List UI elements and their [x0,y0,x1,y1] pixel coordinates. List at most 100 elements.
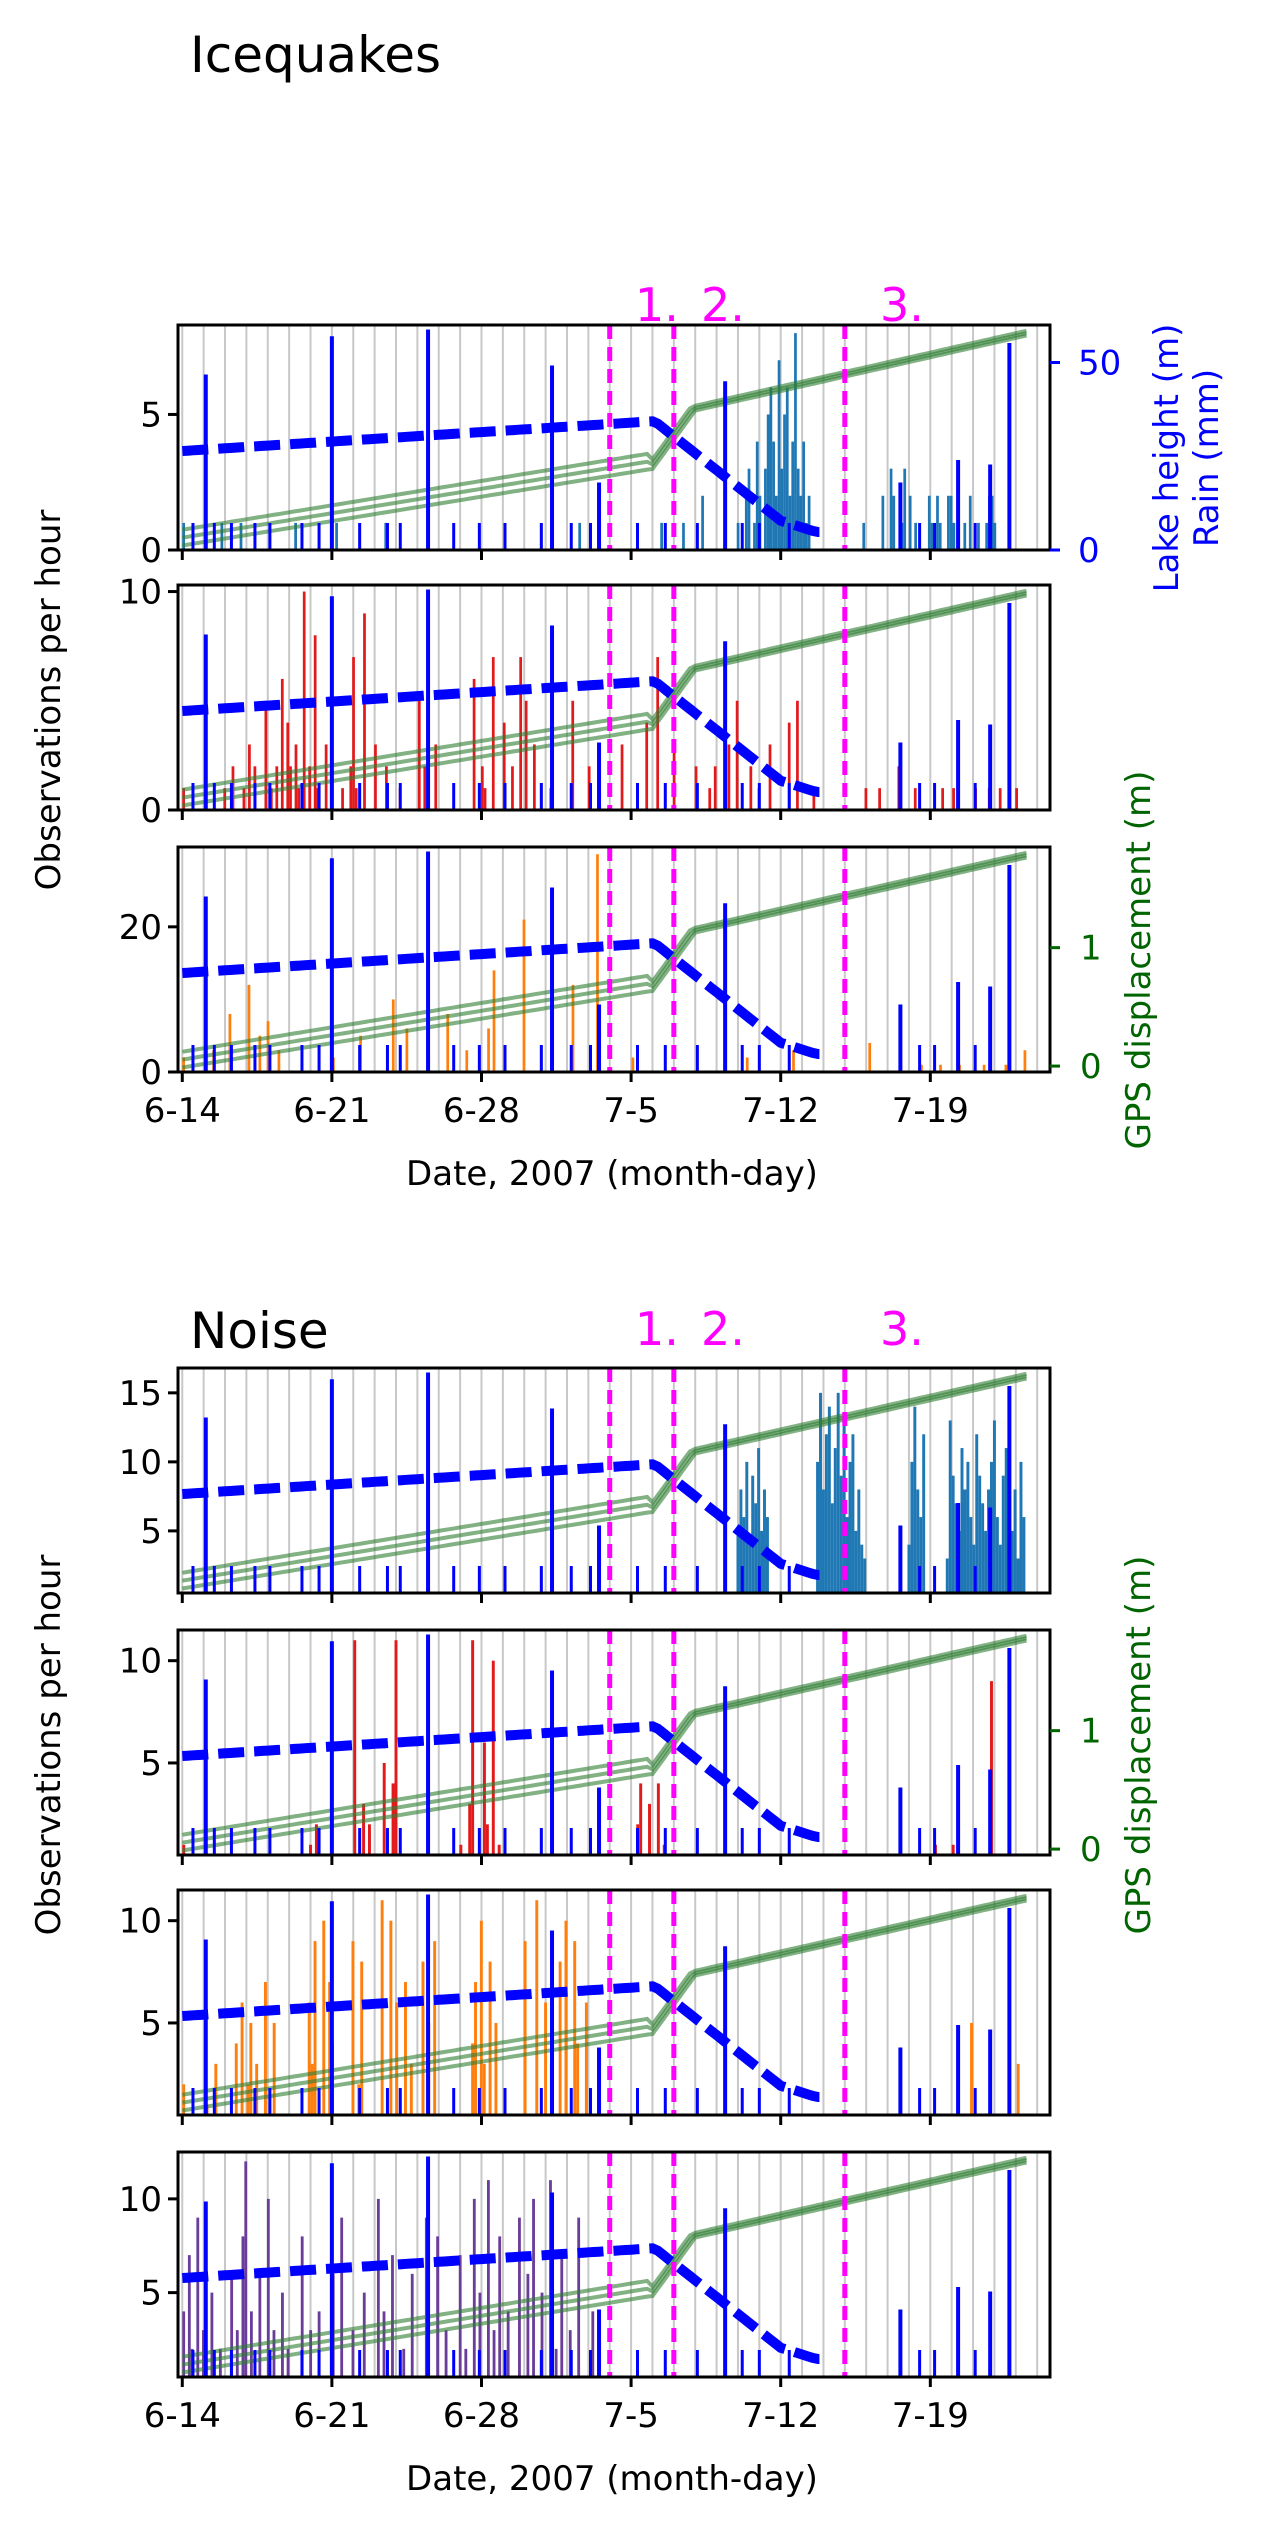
x-tick-label: 6-21 [293,1091,370,1131]
histogram-bar [362,1803,366,1855]
histogram-bar [404,1982,407,2115]
histogram-bar [468,1803,472,1855]
icequakes-panel-2: 0 10 [119,573,1052,831]
histogram-bar [482,2063,486,2115]
histogram-bar [524,700,528,810]
lake-level-line [182,1721,824,1842]
histogram-bar [941,788,945,810]
histogram-bar [314,1824,318,1855]
histogram-bar [187,2255,191,2377]
gps-trace-3 [181,1633,1027,1837]
rain-axis-label: Rain (mm) [1187,369,1227,547]
gps-trace-2 [182,1374,1027,1583]
histogram-bar [881,495,885,550]
histogram-bar [824,1434,828,1593]
histogram-bar [485,1824,489,1855]
histogram-bar [854,1530,858,1593]
histogram-bar [757,1448,761,1593]
histogram-bar [970,2022,973,2115]
histogram-bar [281,2292,284,2377]
lake-level-line [182,938,824,1059]
histogram-bar [913,788,917,810]
histogram-bar [1023,1050,1027,1072]
histogram-bar [821,1489,825,1593]
y-tick-label: 0 [140,791,162,831]
histogram-bar [518,2217,521,2377]
histogram-bar [952,522,956,550]
histogram-bar [459,1844,463,1855]
histogram-bar [351,2330,355,2377]
histogram-bar [511,766,514,810]
gps-axis-tick-label: 1 [1080,929,1102,969]
histogram-bar [241,2236,245,2377]
histogram-bar [802,441,806,550]
histogram-bar [240,2002,244,2115]
histogram-bar [807,495,811,550]
histogram-bar [749,766,753,810]
y-tick-label: 5 [140,2004,162,2044]
histogram-bar [748,1544,752,1593]
histogram-bar [196,2217,200,2377]
icequakes-x-label: Date, 2007 (month-day) [406,1154,818,1194]
panel-frame [176,1628,1052,1857]
histogram-bar [436,2236,440,2377]
histogram-bar [571,984,575,1072]
histogram-bar [968,495,972,550]
histogram-bar [313,1941,317,2115]
gps-trace-1 [181,593,1027,808]
histogram-bar [701,495,704,550]
histogram-bar [523,1941,527,2115]
histogram-bar [308,766,312,810]
histogram-bar [982,1064,986,1072]
histogram-bar [341,788,344,810]
histogram-bar [939,1064,942,1072]
histogram-bar [945,1558,949,1593]
histogram-bar [487,1028,490,1072]
histogram-bar [242,788,246,810]
noise-panel-3: 5 10 [119,1888,1052,2125]
histogram-bar [596,854,599,1072]
histogram-bar [978,1475,982,1593]
histogram-bar [313,635,317,810]
histogram-bar [405,1028,409,1072]
histogram-bar [328,1982,332,2115]
event-label-1: 1. [635,1302,679,1356]
histogram-bar [554,2348,558,2377]
y-tick-label: 10 [119,2180,162,2220]
x-tick-label: 6-14 [144,1091,221,1131]
histogram-bar [892,495,896,550]
gps-axis-tick-label: 0 [1080,1047,1102,1087]
histogram-bar [363,613,366,810]
histogram-bar [753,522,756,550]
histogram-bar [322,1920,326,2115]
histogram-bar [963,1489,967,1593]
histogram-bar [963,522,967,550]
histogram-bar [998,1544,1002,1593]
histogram-bar [564,1920,568,2115]
histogram-bar [234,2043,238,2115]
gps-trace-2 [182,1896,1027,2105]
histogram-bar [839,1475,843,1593]
histogram-bar [952,788,955,810]
histogram-bar [812,788,816,810]
icequakes-gps-axis-label: GPS displacement (m) [1119,771,1159,1150]
histogram-bar [423,766,427,810]
y-tick-label: 10 [119,1642,162,1682]
lake-level-line [182,1981,824,2102]
histogram-bar [780,468,784,550]
histogram-bar [792,1050,795,1072]
histogram-bar [751,1475,755,1593]
histogram-bar [763,1489,766,1593]
gps-trace-3 [181,328,1027,532]
x-tick-label: 6-21 [293,2396,370,2436]
histogram-bar [577,2217,581,2377]
lake-level-line [182,676,824,797]
histogram-bar [394,1640,398,1855]
noise-title: Noise [190,1302,329,1360]
event-label-3: 3. [880,1302,924,1356]
gps-trace-2 [182,2158,1027,2367]
histogram-bar [985,522,989,550]
histogram-bar [960,1448,964,1593]
histogram-bar [482,1742,486,1855]
histogram-bar [210,2292,214,2377]
